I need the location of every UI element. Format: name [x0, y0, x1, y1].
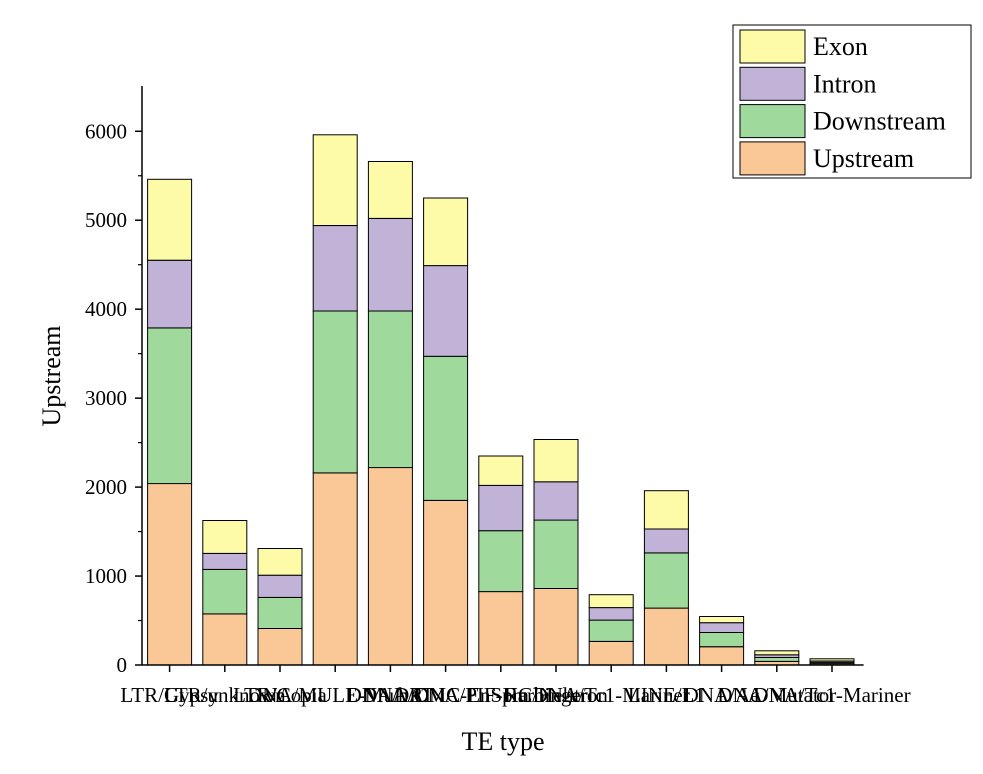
x-tick-label: LTR/unknown: [164, 683, 286, 707]
bar-segment-downstream: [367, 310, 413, 469]
legend-label-intron: Intron: [813, 69, 877, 98]
y-tick-label: 0: [117, 653, 128, 677]
legend-swatch-intron: [739, 66, 806, 101]
bar-segment-intron: [588, 607, 634, 621]
bar-segment-intron: [147, 259, 193, 329]
bar-segment-downstream: [257, 596, 303, 630]
bar-segment-upstream: [423, 499, 469, 666]
bar-segment-upstream: [312, 472, 358, 666]
bar-segment-downstream: [643, 552, 689, 609]
bar-segment-downstream: [533, 519, 579, 589]
y-axis: 0 1000 2000 3000 4000 5000 6000: [85, 86, 143, 677]
bar-segment-intron: [312, 225, 358, 312]
bar-segment-exon: [312, 134, 358, 226]
bar-segment-intron: [202, 552, 248, 570]
legend-swatch-upstream: [739, 141, 806, 176]
bar-segment-exon: [257, 548, 303, 576]
x-tick-label: DNA/PIF-Harbinger: [414, 683, 588, 707]
bar-segment-downstream: [312, 310, 358, 474]
bars-layer: [147, 134, 855, 666]
bar-segment-downstream: [588, 619, 634, 642]
x-tick-label: LTR/Gypsy: [120, 683, 219, 707]
y-tick-label: 2000: [85, 475, 127, 499]
bar-segment-intron: [533, 481, 579, 521]
y-axis-title: Upstream: [37, 325, 66, 426]
bar-segment-intron: [367, 218, 413, 312]
bar-segment-intron: [423, 265, 469, 357]
bar-segment-exon: [699, 616, 745, 624]
bar-segment-exon: [202, 520, 248, 554]
legend-label-exon: Exon: [813, 32, 868, 61]
x-tick-label: DNA/hAT: [347, 683, 435, 707]
y-tick-label: 4000: [85, 297, 127, 321]
y-tick-label: 1000: [85, 564, 127, 588]
bar-segment-intron: [699, 622, 745, 634]
bar-segment-intron: [478, 484, 524, 532]
bar-segment-downstream: [202, 568, 248, 615]
x-tick-label: DNA/Tc1-Mariner: [533, 683, 690, 707]
y-tick-label: 6000: [85, 119, 127, 143]
bar-segment-exon: [754, 650, 800, 656]
bar-segment-exon: [478, 455, 524, 486]
bar-segment-downstream: [699, 632, 745, 648]
bar-segment-upstream: [478, 591, 524, 666]
bar-segment-upstream: [533, 588, 579, 666]
x-tick-label: DNA/Mutator: [717, 683, 836, 707]
bar-segment-downstream: [478, 530, 524, 593]
bar-segment-upstream: [643, 607, 689, 666]
bar-segment-exon: [147, 178, 193, 261]
y-tick-label: 3000: [85, 386, 127, 410]
legend-swatch-exon: [739, 29, 806, 64]
bar-segment-upstream: [367, 467, 413, 666]
bar-segment-intron: [643, 528, 689, 554]
legend-label-downstream: Downstream: [813, 107, 946, 136]
x-tick-label: DNA/Tc1-Mariner: [753, 683, 910, 707]
x-tick-label: DNA/Ac: [684, 683, 760, 707]
x-tick-label: LTR/Copia: [233, 683, 327, 707]
bar-segment-exon: [367, 161, 413, 219]
bar-segment-downstream: [423, 355, 469, 501]
bar-segment-upstream: [147, 483, 193, 666]
bar-segment-downstream: [754, 656, 800, 662]
bar-segment-exon: [423, 197, 469, 267]
x-tick-label: RC/Helitron: [504, 683, 608, 707]
bar-segment-upstream: [699, 646, 745, 666]
x-tick-label: LINE/L1: [628, 683, 705, 707]
bar-segment-upstream: [257, 628, 303, 666]
bar-segment-intron: [257, 574, 303, 598]
x-tick-label: DNA/MULE-MuDR: [247, 683, 423, 707]
bar-segment-exon: [809, 658, 855, 662]
bar-segment-upstream: [202, 613, 248, 666]
bar-segment-exon: [588, 594, 634, 609]
x-axis-title: TE type: [461, 727, 544, 756]
x-axis: LTR/GypsyLTR/unknownLTR/CopiaDNA/MULE-Mu…: [120, 664, 911, 707]
bar-segment-exon: [643, 490, 689, 530]
legend-label-upstream: Upstream: [813, 144, 914, 173]
x-tick-label: DNA/CMC-EnSpm: [362, 683, 529, 707]
bar-segment-downstream: [147, 327, 193, 485]
y-tick-label: 5000: [85, 208, 127, 232]
bar-segment-upstream: [588, 640, 634, 666]
legend-swatch-downstream: [739, 104, 806, 139]
bar-segment-exon: [533, 439, 579, 483]
legend: Exon Intron Downstream Upstream: [732, 24, 972, 179]
